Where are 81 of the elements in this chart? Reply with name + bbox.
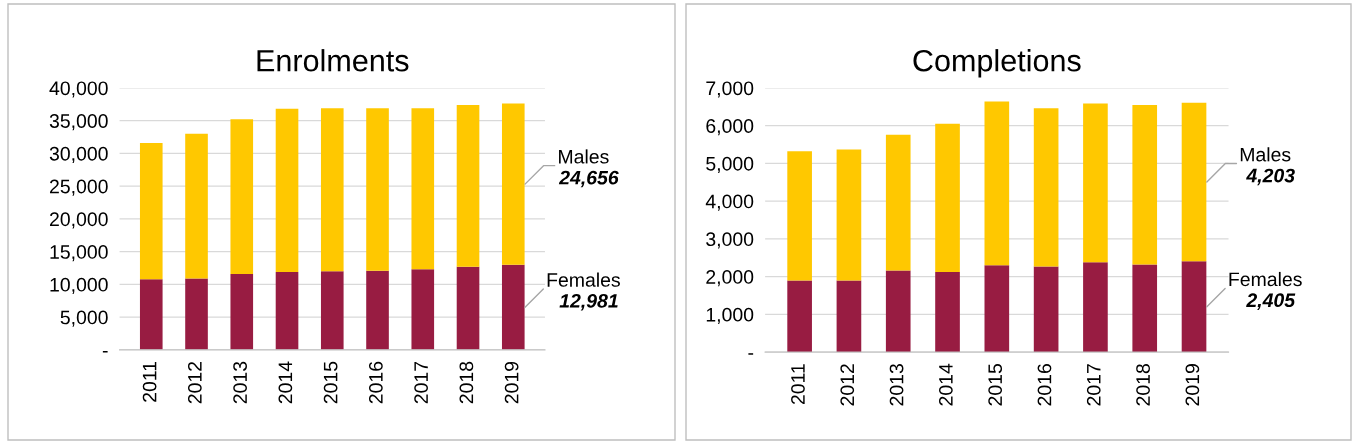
y-tick-label: - <box>102 350 108 353</box>
y-tick-label: - <box>748 353 754 355</box>
x-tick-label: 2017 <box>414 361 428 404</box>
bar <box>1033 266 1059 353</box>
y-tick-label: 7,000 <box>706 81 754 98</box>
bar <box>885 134 911 271</box>
bar <box>139 279 163 350</box>
bar <box>1033 108 1059 267</box>
data-label: 4,203 <box>1246 168 1295 186</box>
chart-title: Enrolments <box>257 49 409 72</box>
bar <box>1083 103 1108 263</box>
x-tick-label: 2011 <box>791 364 805 405</box>
bar <box>185 133 208 279</box>
bar <box>836 280 862 353</box>
series-label: Males <box>1240 147 1291 162</box>
x-tick-label: 2013 <box>233 361 247 404</box>
bar <box>935 123 960 273</box>
bar <box>501 264 525 350</box>
y-tick-label: 10,000 <box>50 277 108 294</box>
bar <box>230 119 254 274</box>
bar <box>230 273 254 350</box>
y-tick-label: 5,000 <box>706 156 754 173</box>
bar <box>411 108 435 270</box>
bar <box>984 265 1010 353</box>
bar <box>1181 261 1207 353</box>
bar <box>1132 104 1158 265</box>
x-tick-label: 2012 <box>187 361 202 404</box>
y-tick-label: 1,000 <box>706 307 754 324</box>
bar <box>411 269 435 350</box>
bar <box>501 103 525 265</box>
y-tick-label: 25,000 <box>49 179 108 196</box>
x-tick-label: 2016 <box>368 361 383 404</box>
data-label: 12,981 <box>559 293 618 311</box>
bar <box>366 270 389 350</box>
series-label: Males <box>559 149 609 164</box>
bar <box>885 270 911 353</box>
x-tick-label: 2014 <box>278 361 293 404</box>
bar <box>836 149 862 281</box>
x-tick-label: 2017 <box>1086 364 1101 406</box>
series-label: Females <box>547 272 620 287</box>
x-tick-label: 2011 <box>142 361 157 402</box>
x-tick-label: 2013 <box>889 364 904 406</box>
bar <box>366 108 389 271</box>
y-tick-label: 35,000 <box>49 114 108 131</box>
x-tick-label: 2015 <box>988 364 1003 406</box>
y-tick-label: 40,000 <box>49 81 108 98</box>
series-label: Females <box>1229 271 1302 287</box>
bar <box>787 280 812 353</box>
bar <box>456 266 480 350</box>
data-label: 2,405 <box>1246 293 1296 310</box>
bar <box>185 278 208 350</box>
chart-title: Completions <box>913 49 1081 78</box>
x-tick-label: 2015 <box>323 361 338 404</box>
x-tick-label: 2012 <box>840 364 855 406</box>
x-tick-label: 2016 <box>1037 364 1052 406</box>
bar <box>984 101 1010 266</box>
bar <box>320 271 344 350</box>
bar <box>456 104 480 267</box>
bar <box>275 271 299 350</box>
y-tick-label: 4,000 <box>705 194 754 211</box>
bar <box>787 151 812 281</box>
bar <box>1083 262 1108 353</box>
y-tick-label: 3,000 <box>706 232 754 249</box>
x-tick-label: 2014 <box>938 363 953 406</box>
data-label: 24,656 <box>558 170 619 188</box>
y-tick-label: 2,000 <box>706 270 754 287</box>
x-tick-label: 2018 <box>1136 364 1150 406</box>
y-tick-label: 6,000 <box>706 119 754 136</box>
bar <box>1181 102 1207 262</box>
x-tick-label: 2019 <box>504 361 519 404</box>
bar <box>139 142 163 280</box>
y-tick-label: 5,000 <box>60 310 108 327</box>
y-tick-label: 15,000 <box>50 245 108 262</box>
bar <box>275 108 299 272</box>
bar <box>320 108 344 272</box>
y-tick-label: 20,000 <box>49 212 108 229</box>
x-tick-label: 2019 <box>1185 364 1200 406</box>
bar <box>1132 264 1158 353</box>
x-tick-label: 2018 <box>459 361 474 404</box>
y-tick-label: 30,000 <box>49 146 108 163</box>
bar <box>935 272 960 353</box>
